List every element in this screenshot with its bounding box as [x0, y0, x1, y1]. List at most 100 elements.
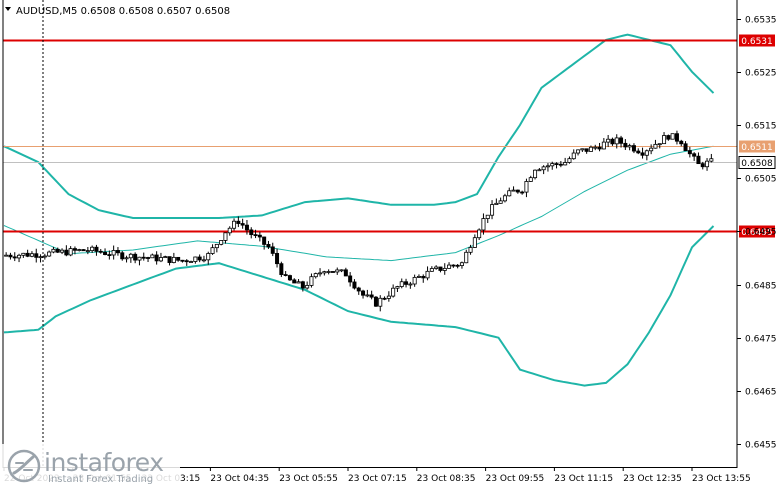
candle-body-bull: [502, 195, 507, 202]
candle: [193, 256, 198, 264]
candle-body-bull: [429, 268, 434, 272]
candle: [593, 144, 598, 151]
candle-body-bull: [481, 218, 486, 231]
candle: [270, 242, 275, 257]
candle: [107, 250, 112, 260]
candle: [137, 256, 142, 266]
candle: [29, 251, 34, 258]
candle-body-bull: [47, 251, 52, 257]
candle-body-bear: [696, 155, 701, 165]
candle: [180, 259, 185, 263]
candle-body-bear: [515, 189, 520, 193]
candles: [4, 130, 714, 312]
candle-body-bull: [335, 269, 340, 273]
candle: [292, 278, 297, 284]
level-label-bg-level-mid: [739, 140, 775, 153]
x-tick-label: 23 Oct 13:55: [692, 474, 751, 484]
candle: [515, 189, 520, 194]
candle-body-bear: [687, 150, 692, 155]
candle: [425, 266, 430, 281]
candle-body-bear: [262, 236, 267, 245]
candle: [262, 236, 267, 250]
price-axis[interactable]: 0.6531 0.6511 0.6495 0.6508 0.6535 0.6525 0.65…: [737, 16, 777, 451]
candle: [343, 267, 348, 277]
candle: [111, 245, 116, 260]
candle: [98, 248, 103, 254]
candle-body-bull: [576, 149, 581, 154]
candle-body-bear: [81, 249, 86, 252]
candle: [214, 243, 219, 253]
candle: [296, 279, 301, 284]
candle: [356, 286, 361, 295]
candle-body-bull: [77, 249, 82, 251]
candle-body-bull: [511, 189, 516, 192]
candle-body-bear: [373, 296, 378, 307]
candle: [447, 262, 452, 269]
candle-body-bull: [614, 137, 619, 145]
candle: [77, 248, 82, 252]
candle-body-bear: [133, 253, 138, 261]
candle: [662, 132, 667, 145]
candle-body-bear: [382, 297, 387, 300]
candle: [361, 289, 366, 299]
candle: [481, 213, 486, 235]
candle-body-bull: [653, 143, 658, 149]
candle: [72, 246, 77, 255]
candle: [309, 273, 314, 288]
level-label-level-mid: 0.6511: [741, 143, 773, 153]
candle: [236, 216, 241, 228]
candle: [576, 149, 581, 156]
candle-body-bull: [4, 254, 9, 257]
candle-body-bear: [636, 150, 641, 154]
candle-body-bull: [447, 264, 452, 269]
candle-body-bear: [25, 252, 30, 257]
candle: [128, 252, 133, 263]
candle: [416, 274, 421, 278]
candle: [38, 254, 43, 263]
candle-body-bear: [72, 248, 77, 251]
candle-body-bear: [249, 229, 254, 236]
candle-body-bear: [94, 246, 99, 252]
candle-body-bull: [210, 247, 215, 254]
candle: [25, 249, 30, 258]
candle: [533, 169, 538, 180]
x-tick-label: 23 Oct 11:15: [554, 474, 613, 484]
candle: [395, 285, 400, 292]
level-label-resistance: 0.6531: [741, 37, 773, 47]
candle: [391, 284, 396, 298]
y-tick-label: 0.6505: [745, 175, 777, 185]
candle-body-bear: [197, 256, 202, 261]
candle: [683, 141, 688, 152]
candle-body-bull: [51, 248, 56, 253]
candle-body-bull: [498, 200, 503, 204]
candle: [240, 218, 245, 229]
candle: [631, 143, 636, 154]
candle-body-bull: [219, 240, 224, 245]
candle: [382, 296, 387, 301]
dropdown-triangle-icon[interactable]: [5, 7, 11, 11]
candle: [670, 133, 675, 140]
candle-body-bear: [244, 224, 249, 231]
candle: [636, 148, 641, 155]
candle-body-bull: [90, 246, 95, 252]
candle-body-bull: [85, 250, 90, 253]
candle: [257, 231, 262, 242]
candle-body-bear: [34, 253, 39, 258]
candle: [322, 270, 327, 276]
candle: [141, 252, 146, 261]
candle: [103, 248, 108, 256]
candle-body-bull: [670, 133, 675, 140]
candle-body-bull: [232, 220, 237, 229]
candle: [692, 152, 697, 161]
candle-body-bull: [533, 169, 538, 179]
candle-body-bull: [412, 276, 417, 285]
y-tick-label: 0.6525: [745, 69, 777, 79]
candle-body-bear: [361, 290, 366, 296]
candle-body-bear: [404, 281, 409, 285]
candle: [537, 167, 542, 172]
price-levels: [3, 39, 737, 233]
candle-body-bull: [477, 229, 482, 239]
candle: [588, 145, 593, 152]
candle: [412, 274, 417, 287]
